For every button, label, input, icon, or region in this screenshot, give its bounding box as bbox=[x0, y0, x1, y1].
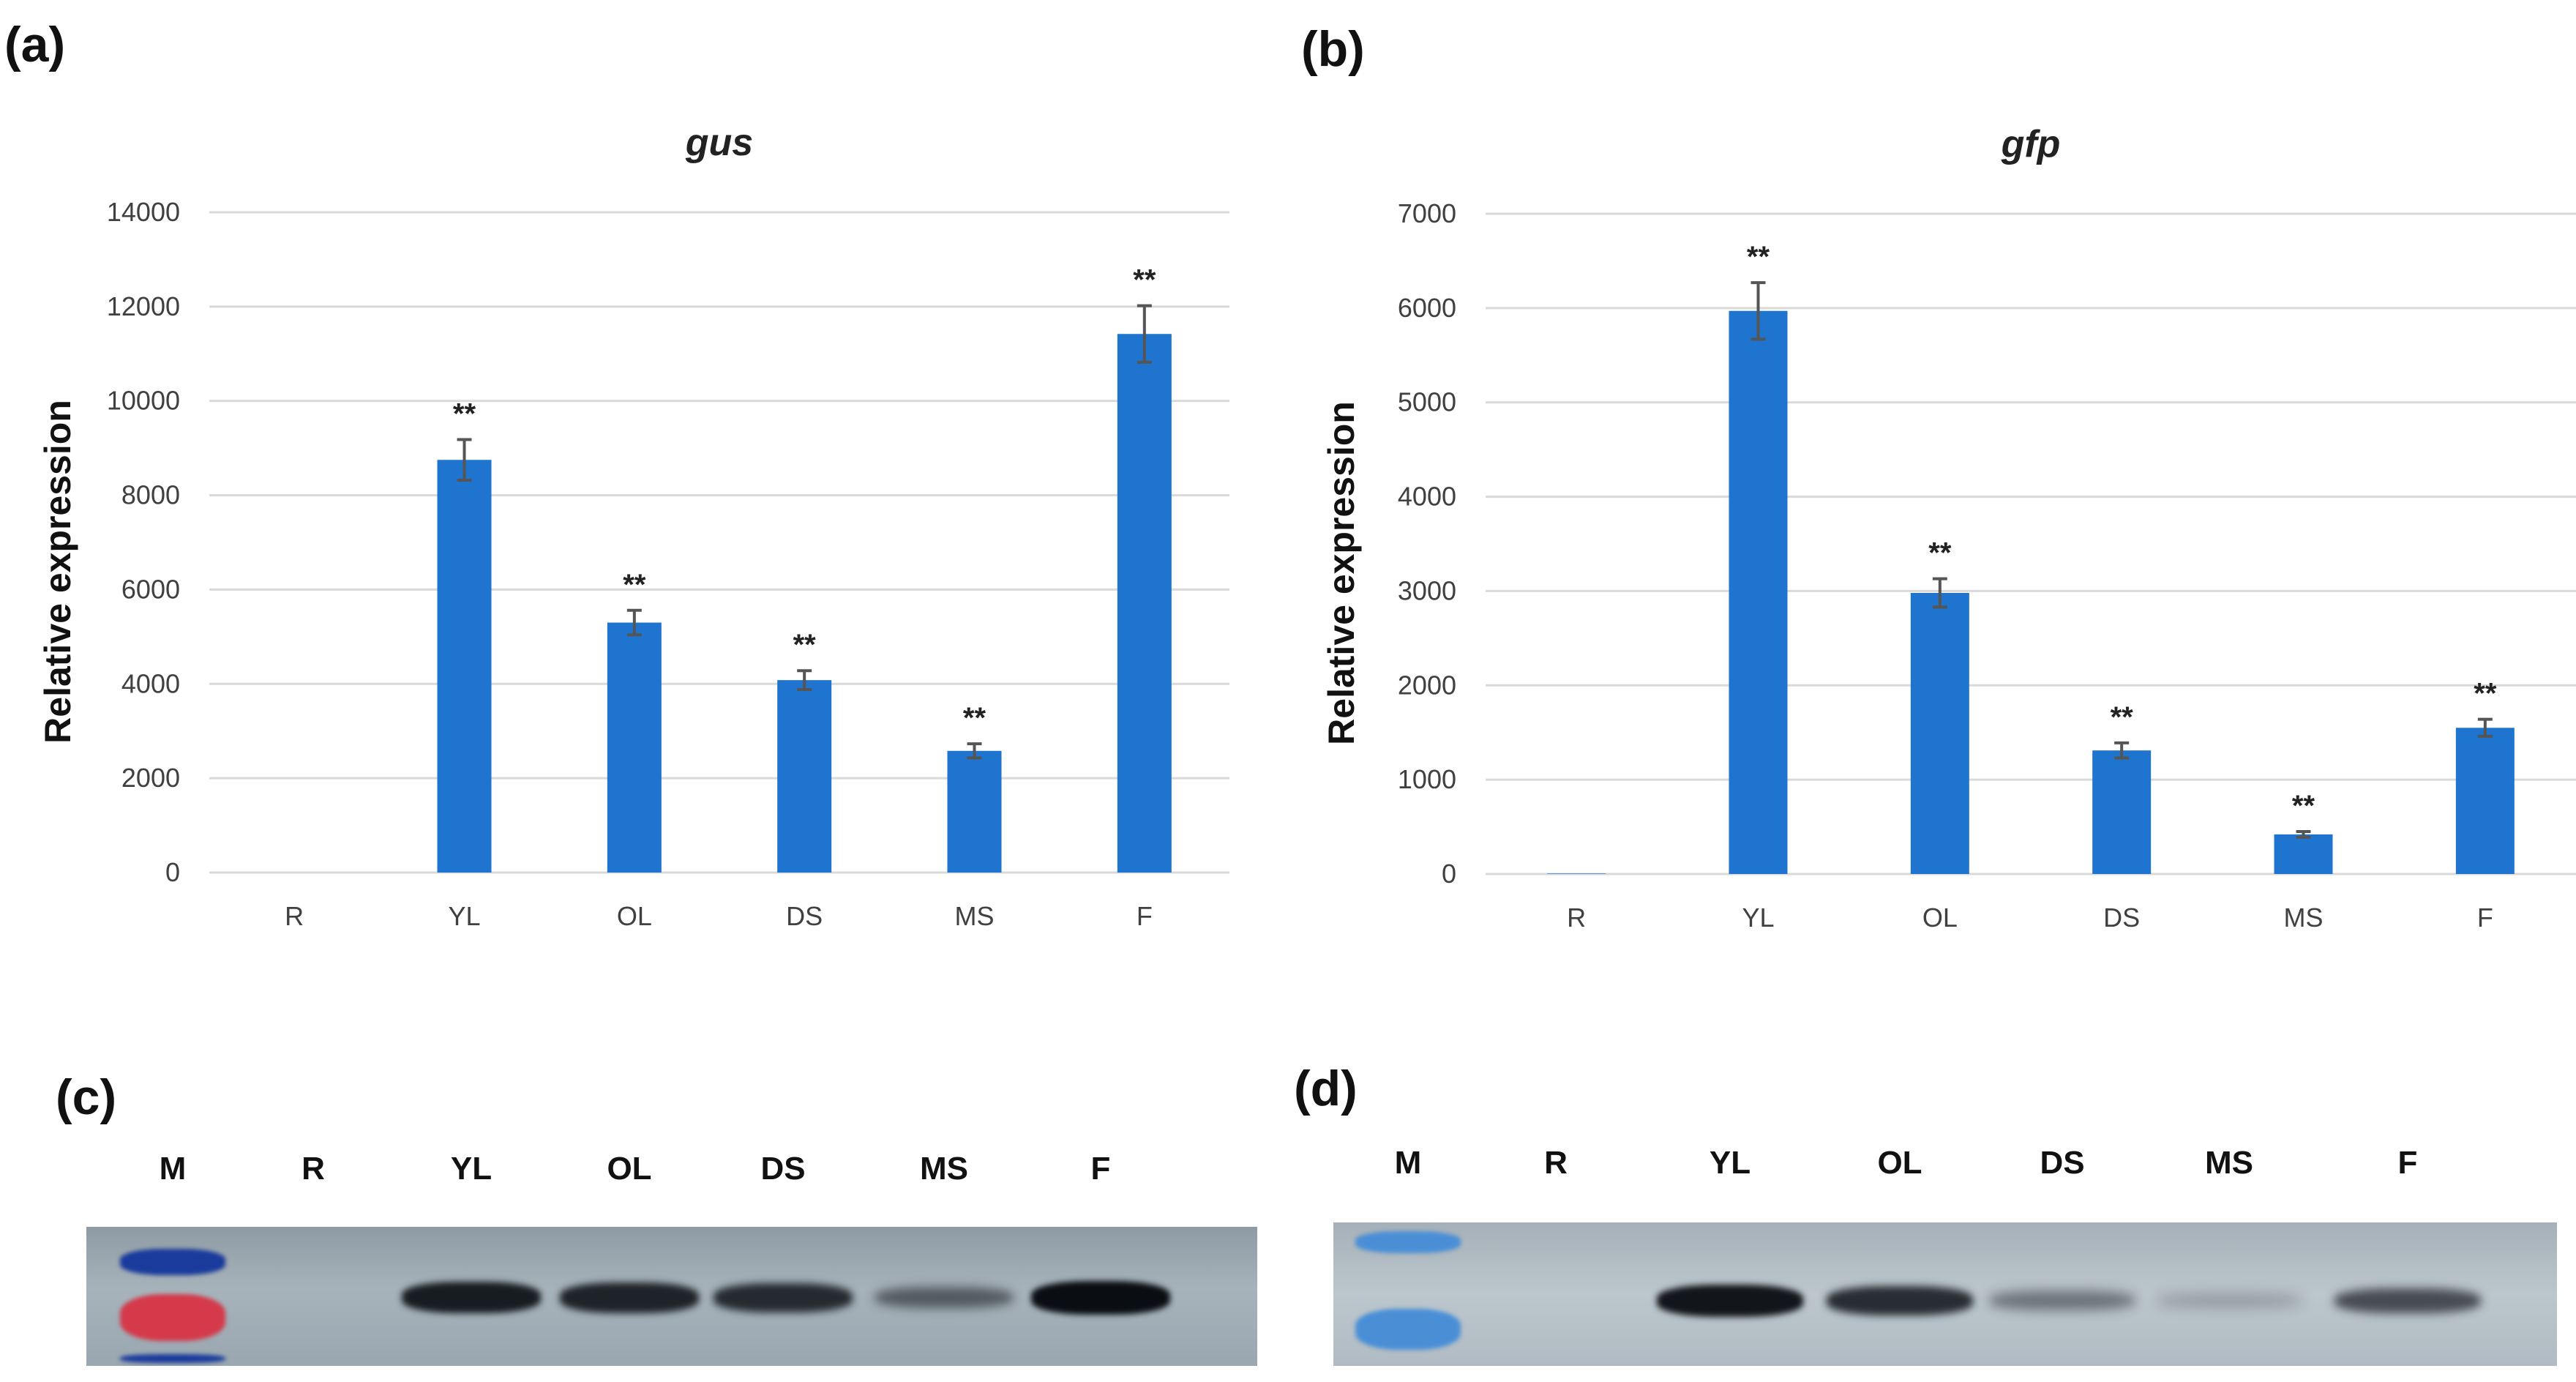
y-tick-label: 12000 bbox=[107, 291, 180, 321]
y-tick-label: 7000 bbox=[1398, 198, 1456, 228]
y-tick-label: 6000 bbox=[1398, 293, 1456, 323]
y-axis-label: Relative expression bbox=[37, 400, 78, 744]
lane-label-yl: YL bbox=[450, 1151, 493, 1187]
lane-label-ms: MS bbox=[920, 1151, 968, 1187]
gus-expression-chart: 0 2000 4000 6000 8000 10000 12000 14000 gus Relat… bbox=[37, 122, 1229, 931]
x-tick-label: OL bbox=[1922, 903, 1958, 933]
significance-mark: ** bbox=[2111, 701, 2134, 733]
bar-ds bbox=[777, 680, 832, 873]
band-ds bbox=[1989, 1291, 2135, 1310]
significance-mark: ** bbox=[2474, 678, 2497, 710]
y-tick-label: 3000 bbox=[1398, 575, 1456, 605]
bar-r bbox=[1547, 873, 1606, 874]
y-tick-label: 1000 bbox=[1398, 764, 1456, 794]
y-tick-label: 0 bbox=[165, 857, 180, 887]
lane-label-yl: YL bbox=[1709, 1145, 1751, 1181]
gfp-expression-chart: 0 1000 2000 3000 4000 5000 6000 7000 gfp Relative… bbox=[1321, 123, 2576, 933]
bar-ds bbox=[2092, 750, 2152, 874]
band-ol bbox=[1827, 1285, 1973, 1315]
lane-label-f: F bbox=[2397, 1145, 2418, 1181]
x-tick-label: YL bbox=[1742, 903, 1774, 933]
significance-mark: ** bbox=[1747, 241, 1770, 273]
band-ms bbox=[875, 1286, 1014, 1309]
marker-band bbox=[120, 1249, 225, 1275]
bar-ol bbox=[607, 622, 662, 873]
significance-mark: ** bbox=[1928, 537, 1952, 569]
lane-label-f: F bbox=[1090, 1151, 1111, 1187]
x-tick-label: DS bbox=[2103, 903, 2140, 933]
x-tick-label: F bbox=[2477, 903, 2493, 933]
lane-label-ol: OL bbox=[607, 1151, 652, 1187]
bar-yl bbox=[437, 460, 492, 873]
x-tick-label: R bbox=[285, 901, 304, 931]
band-f bbox=[1031, 1281, 1170, 1315]
y-tick-label: 2000 bbox=[121, 763, 180, 793]
marker-band bbox=[120, 1294, 225, 1341]
panel-label-c: (c) bbox=[56, 1069, 117, 1125]
band-yl bbox=[402, 1282, 541, 1314]
y-tick-label: 2000 bbox=[1398, 670, 1456, 700]
bar-ms bbox=[2274, 834, 2333, 874]
bar-yl bbox=[1729, 310, 1788, 874]
bar-f bbox=[1117, 334, 1172, 873]
lane-label-ds: DS bbox=[2040, 1145, 2085, 1181]
y-tick-label: 5000 bbox=[1398, 387, 1456, 417]
y-tick-label: 4000 bbox=[121, 668, 180, 698]
significance-mark: ** bbox=[453, 398, 476, 430]
x-tick-label: MS bbox=[2284, 903, 2324, 933]
band-f bbox=[2334, 1288, 2481, 1313]
x-tick-label: R bbox=[1567, 903, 1586, 933]
y-tick-label: 6000 bbox=[121, 574, 180, 604]
y-tick-label: 10000 bbox=[107, 386, 180, 416]
significance-mark: ** bbox=[963, 702, 986, 734]
bar-ol bbox=[1910, 593, 1969, 874]
band-ms bbox=[2156, 1293, 2302, 1307]
significance-mark: ** bbox=[623, 569, 646, 601]
band-yl bbox=[1657, 1284, 1803, 1318]
panel-label-a: (a) bbox=[4, 17, 66, 72]
lane-label-ms: MS bbox=[2205, 1145, 2253, 1181]
x-tick-label: OL bbox=[617, 901, 652, 931]
lane-label-m: M bbox=[159, 1151, 187, 1187]
x-tick-label: MS bbox=[955, 901, 995, 931]
bar-f bbox=[2455, 728, 2515, 874]
y-tick-label: 14000 bbox=[107, 197, 180, 227]
chart-title: gfp bbox=[2001, 123, 2061, 165]
band-ds bbox=[714, 1282, 853, 1312]
panel-label-d: (d) bbox=[1294, 1061, 1358, 1116]
panel-label-b: (b) bbox=[1301, 21, 1365, 77]
y-tick-label: 4000 bbox=[1398, 482, 1456, 512]
significance-mark: ** bbox=[2292, 790, 2315, 822]
significance-mark: ** bbox=[793, 629, 817, 661]
marker-band bbox=[120, 1354, 225, 1363]
chart-title: gus bbox=[685, 122, 753, 164]
y-tick-label: 8000 bbox=[121, 480, 180, 510]
lane-label-m: M bbox=[1394, 1145, 1422, 1181]
marker-band bbox=[1355, 1309, 1461, 1350]
band-ol bbox=[560, 1282, 699, 1313]
lane-label-r: R bbox=[1544, 1145, 1568, 1181]
gel-d-image bbox=[1333, 1222, 2557, 1366]
y-axis-label: Relative expression bbox=[1321, 401, 1362, 745]
y-tick-label: 0 bbox=[1442, 859, 1456, 889]
gel-c-image bbox=[86, 1227, 1257, 1366]
lane-label-ds: DS bbox=[760, 1151, 806, 1187]
lane-label-r: R bbox=[302, 1151, 325, 1187]
x-tick-label: YL bbox=[448, 901, 480, 931]
lane-label-ol: OL bbox=[1877, 1145, 1922, 1181]
marker-band bbox=[1355, 1231, 1461, 1253]
bar-ms bbox=[947, 750, 1002, 873]
x-tick-label: DS bbox=[786, 901, 823, 931]
significance-mark: ** bbox=[1133, 264, 1156, 296]
x-tick-label: F bbox=[1137, 901, 1153, 931]
